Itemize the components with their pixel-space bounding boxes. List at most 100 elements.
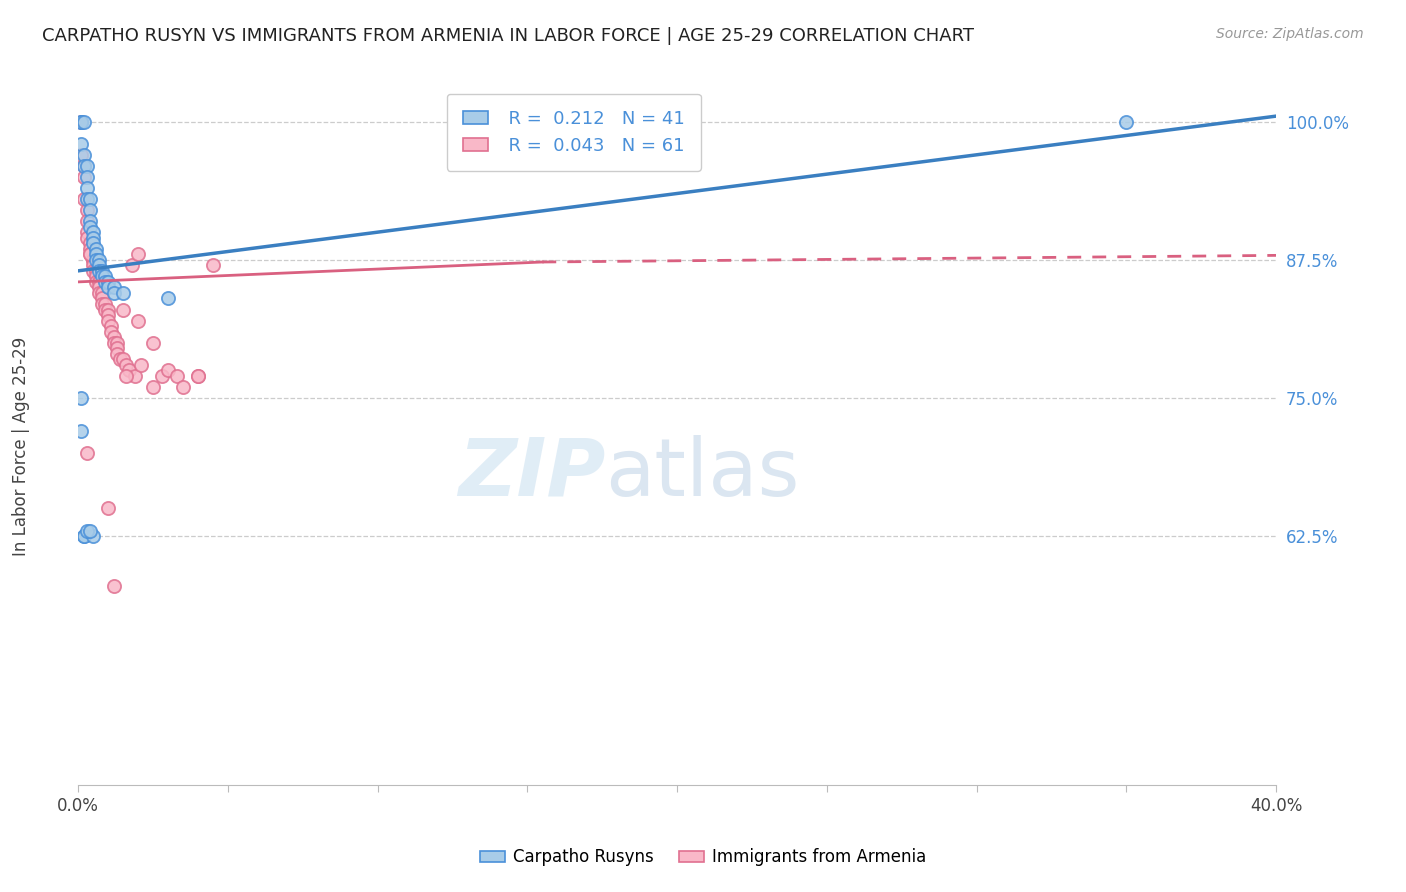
- Point: [87, 258, 110, 272]
- Point: [100, 319, 122, 334]
- Point: [82, 230, 104, 244]
- Point: [108, 352, 131, 367]
- Point: [97, 302, 120, 317]
- Point: [79, 202, 101, 217]
- Point: [70, 424, 93, 438]
- Point: [73, 529, 96, 543]
- Point: [76, 524, 98, 538]
- Point: [79, 524, 101, 538]
- Point: [91, 264, 114, 278]
- Point: [87, 275, 110, 289]
- Text: CARPATHO RUSYN VS IMMIGRANTS FROM ARMENIA IN LABOR FORCE | AGE 25-29 CORRELATION: CARPATHO RUSYN VS IMMIGRANTS FROM ARMENI…: [42, 27, 974, 45]
- Point: [97, 501, 120, 516]
- Point: [142, 335, 165, 350]
- Point: [76, 214, 98, 228]
- Point: [76, 446, 98, 460]
- Point: [76, 225, 98, 239]
- Point: [76, 202, 98, 217]
- Point: [115, 358, 138, 372]
- Point: [94, 302, 117, 317]
- Point: [91, 297, 114, 311]
- Point: [187, 368, 209, 383]
- Point: [73, 159, 96, 173]
- Point: [73, 159, 96, 173]
- Text: In Labor Force | Age 25-29: In Labor Force | Age 25-29: [13, 336, 30, 556]
- Point: [76, 192, 98, 206]
- Point: [79, 247, 101, 261]
- Point: [70, 114, 93, 128]
- Point: [82, 252, 104, 267]
- Point: [112, 285, 135, 300]
- Text: atlas: atlas: [605, 434, 800, 513]
- Point: [73, 192, 96, 206]
- Legend:   R =  0.212   N = 41,   R =  0.043   N = 61: R = 0.212 N = 41, R = 0.043 N = 61: [447, 94, 702, 171]
- Point: [97, 308, 120, 322]
- Point: [105, 347, 128, 361]
- Point: [1115, 114, 1137, 128]
- Point: [70, 114, 93, 128]
- Point: [118, 363, 141, 377]
- Point: [115, 368, 138, 383]
- Point: [103, 280, 125, 294]
- Point: [84, 275, 107, 289]
- Point: [73, 169, 96, 184]
- Point: [76, 169, 98, 184]
- Point: [156, 363, 179, 377]
- Point: [79, 192, 101, 206]
- Point: [91, 292, 114, 306]
- Point: [97, 280, 120, 294]
- Point: [70, 148, 93, 162]
- Point: [124, 368, 146, 383]
- Point: [103, 335, 125, 350]
- Point: [127, 247, 149, 261]
- Point: [76, 181, 98, 195]
- Point: [150, 368, 173, 383]
- Point: [82, 258, 104, 272]
- Point: [84, 247, 107, 261]
- Point: [79, 242, 101, 256]
- Text: Source: ZipAtlas.com: Source: ZipAtlas.com: [1216, 27, 1364, 41]
- Point: [79, 214, 101, 228]
- Point: [79, 236, 101, 251]
- Point: [94, 269, 117, 284]
- Point: [84, 269, 107, 284]
- Point: [97, 313, 120, 327]
- Point: [84, 264, 107, 278]
- Point: [87, 252, 110, 267]
- Point: [87, 285, 110, 300]
- Point: [187, 368, 209, 383]
- Point: [82, 236, 104, 251]
- Point: [103, 330, 125, 344]
- Point: [156, 292, 179, 306]
- Point: [103, 579, 125, 593]
- Point: [105, 335, 128, 350]
- Point: [129, 358, 152, 372]
- Point: [73, 114, 96, 128]
- Text: ZIP: ZIP: [458, 434, 605, 513]
- Point: [172, 380, 194, 394]
- Point: [84, 242, 107, 256]
- Point: [87, 280, 110, 294]
- Legend: Carpatho Rusyns, Immigrants from Armenia: Carpatho Rusyns, Immigrants from Armenia: [472, 842, 934, 873]
- Point: [91, 269, 114, 284]
- Point: [121, 258, 143, 272]
- Point: [142, 380, 165, 394]
- Point: [73, 529, 96, 543]
- Point: [79, 219, 101, 234]
- Point: [112, 302, 135, 317]
- Point: [70, 391, 93, 405]
- Point: [82, 529, 104, 543]
- Point: [76, 159, 98, 173]
- Point: [87, 264, 110, 278]
- Point: [70, 114, 93, 128]
- Point: [100, 325, 122, 339]
- Point: [94, 297, 117, 311]
- Point: [103, 285, 125, 300]
- Point: [82, 252, 104, 267]
- Point: [112, 352, 135, 367]
- Point: [82, 225, 104, 239]
- Point: [82, 264, 104, 278]
- Point: [94, 275, 117, 289]
- Point: [76, 230, 98, 244]
- Point: [166, 368, 188, 383]
